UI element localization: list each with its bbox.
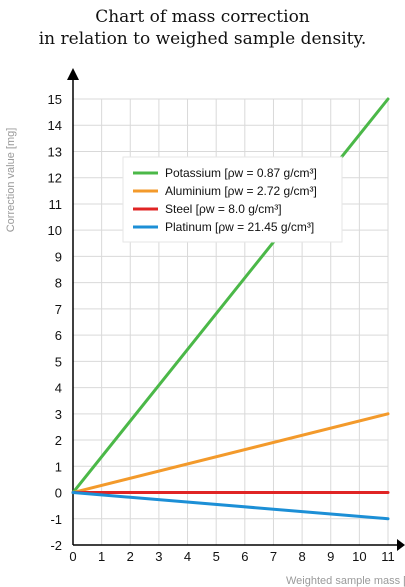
y-tick-label: 11 xyxy=(49,197,63,212)
y-tick-label: 14 xyxy=(48,118,62,133)
x-tick-label: 7 xyxy=(270,549,277,564)
y-tick-label: 5 xyxy=(55,354,62,369)
x-tick-label: 3 xyxy=(155,549,162,564)
axes xyxy=(67,68,405,551)
y-tick-label: -2 xyxy=(50,538,62,553)
y-tick-label: 0 xyxy=(55,486,62,501)
legend-label: Platinum [ρw = 21.45 g/cm³] xyxy=(165,220,314,234)
y-tick-label: 15 xyxy=(48,92,62,107)
legend: Potassium [ρw = 0.87 g/cm³] Aluminium [ρw… xyxy=(122,156,343,243)
legend-label: Steel [ρw = 8.0 g/cm³] xyxy=(165,202,282,216)
y-tick-label: 1 xyxy=(55,459,62,474)
y-tick-label: -1 xyxy=(50,512,62,527)
x-tick-label: 8 xyxy=(298,549,305,564)
legend-box xyxy=(122,156,343,243)
y-tick-label: 12 xyxy=(48,171,62,186)
legend-label: Potassium [ρw = 0.87 g/cm³] xyxy=(165,166,317,180)
x-tick-label: 9 xyxy=(327,549,334,564)
y-tick-label: 8 xyxy=(55,276,62,291)
series-line xyxy=(71,412,390,495)
y-tick-label: 4 xyxy=(55,381,62,396)
x-tick-label: 1 xyxy=(98,549,105,564)
y-axis-arrow-icon xyxy=(67,68,79,80)
y-tick-label: 13 xyxy=(48,144,62,159)
x-tick-label: 6 xyxy=(241,549,248,564)
x-axis-arrow-icon xyxy=(397,539,405,551)
x-tick-label: 0 xyxy=(69,549,76,564)
x-axis-label: Weighted sample mass [g] xyxy=(286,575,405,587)
y-tick-label: 3 xyxy=(55,407,62,422)
y-tick-label: 6 xyxy=(55,328,62,343)
y-tick-label: 9 xyxy=(55,249,62,264)
chart-title-line-2: in relation to weighed sample density. xyxy=(38,29,367,49)
chart-title: Chart of mass correction in relation to … xyxy=(0,6,405,50)
y-tick-label: 2 xyxy=(55,433,62,448)
x-tick-label: 4 xyxy=(184,549,191,564)
chart-title-line-1: Chart of mass correction xyxy=(95,7,310,27)
y-tick-label: 7 xyxy=(55,302,62,317)
legend-label: Aluminium [ρw = 2.72 g/cm³] xyxy=(165,184,317,198)
y-tick-label: 10 xyxy=(48,223,62,238)
x-tick-label: 10 xyxy=(352,549,366,564)
x-tick-label: 2 xyxy=(127,549,134,564)
y-axis-label: Correction value [mg] xyxy=(5,128,17,233)
x-tick-label: 11 xyxy=(381,549,395,564)
x-tick-label: 5 xyxy=(213,549,220,564)
series-line xyxy=(71,491,390,521)
